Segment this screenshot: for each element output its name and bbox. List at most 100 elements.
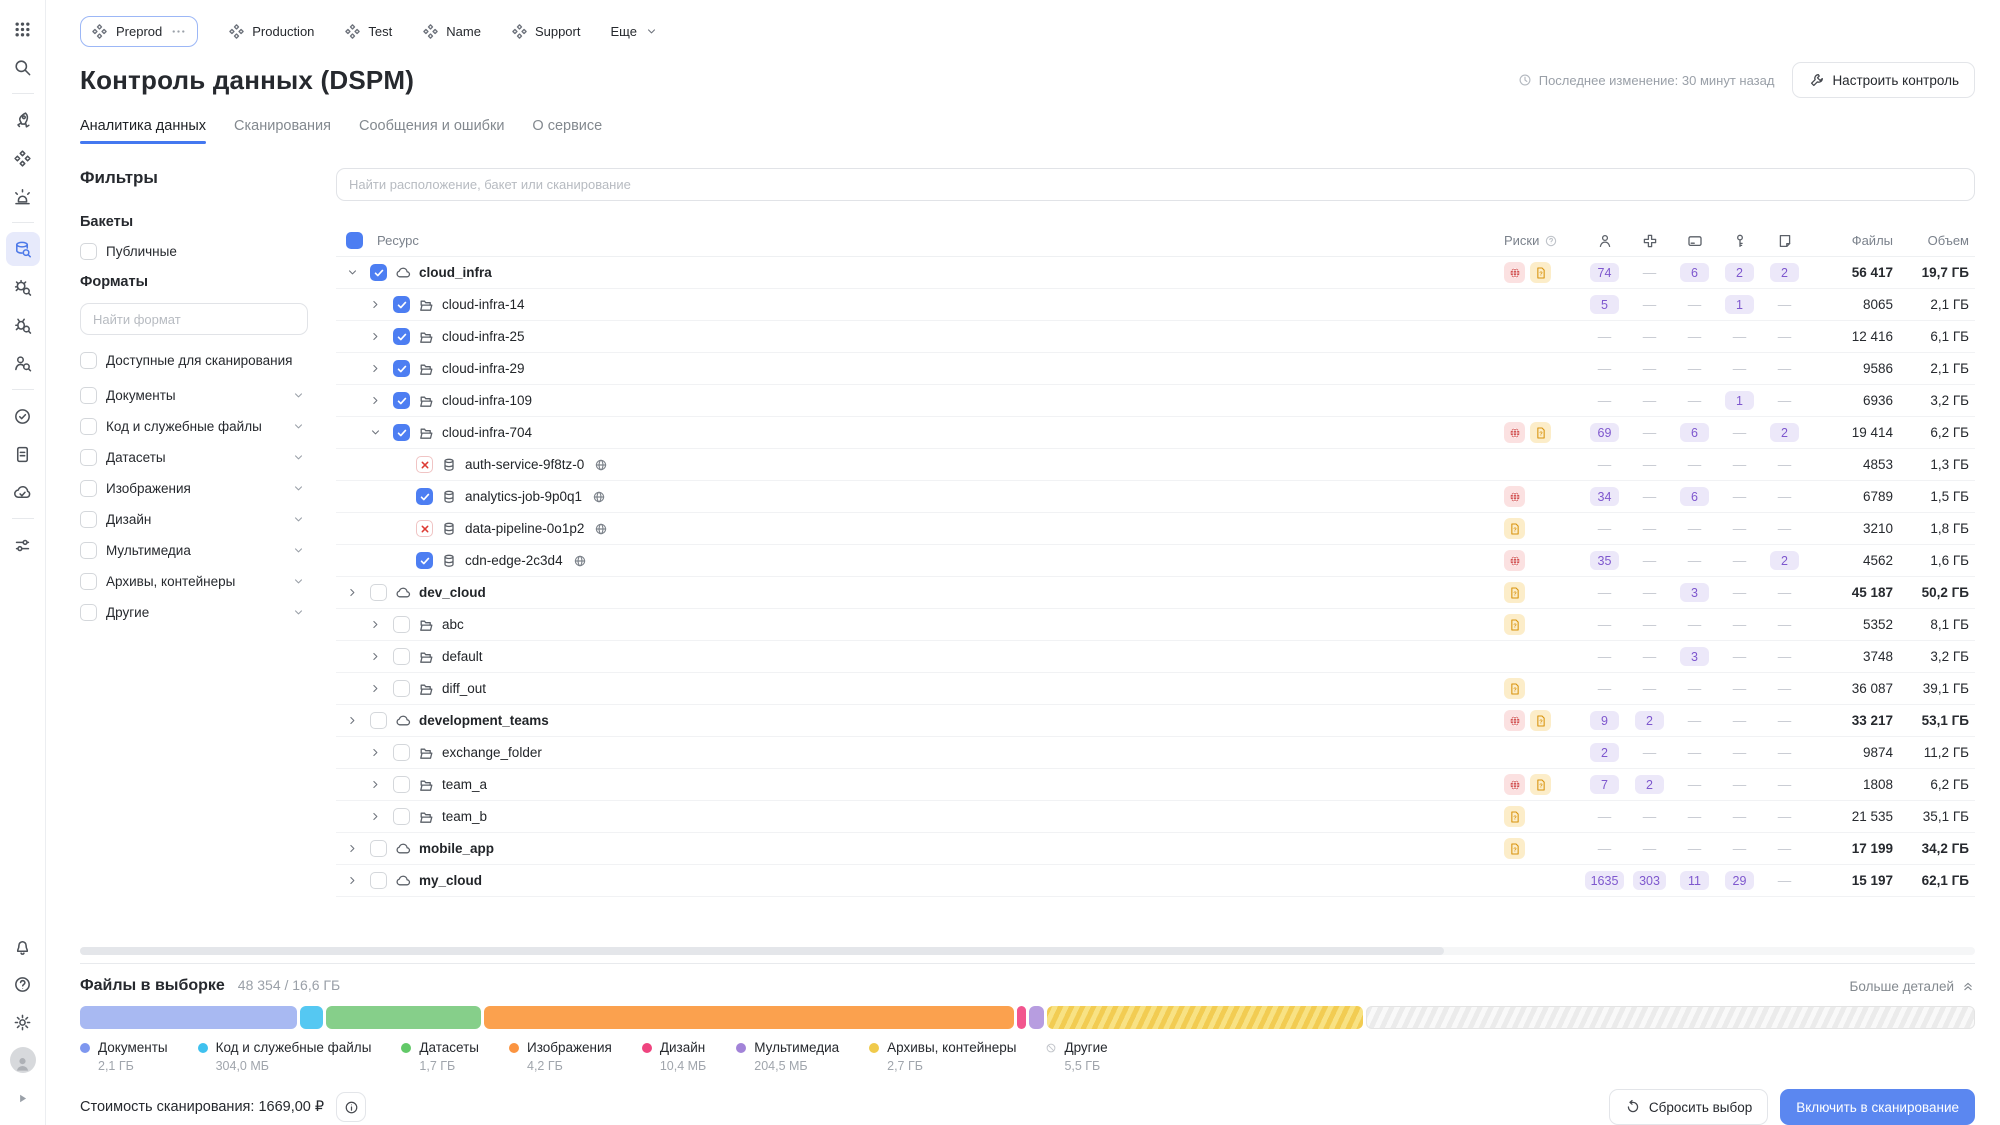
search-icon[interactable] <box>6 50 40 84</box>
row-checkbox[interactable] <box>393 296 410 313</box>
table-row-exchange_folder[interactable]: exchange_folder 2 — — — — 9874 11,2 ГБ <box>336 737 1975 769</box>
chevron-right-icon[interactable] <box>369 810 385 823</box>
filter-group-код-и-служебные-файлы[interactable]: Код и служебные файлы <box>80 418 308 435</box>
row-checkbox[interactable] <box>393 776 410 793</box>
cost-info-button[interactable] <box>336 1092 367 1122</box>
row-checkbox[interactable] <box>393 680 410 697</box>
cloud-check-icon[interactable] <box>6 475 40 509</box>
chevron-down-icon[interactable] <box>292 606 308 619</box>
chevron-right-icon[interactable] <box>346 714 362 727</box>
group-checkbox[interactable] <box>80 449 97 466</box>
chevron-right-icon[interactable] <box>369 682 385 695</box>
row-checkbox[interactable] <box>393 360 410 377</box>
table-row-mobile_app[interactable]: mobile_app? — — — — — 17 199 34,2 ГБ <box>336 833 1975 865</box>
row-checkbox[interactable] <box>416 520 433 537</box>
group-checkbox[interactable] <box>80 418 97 435</box>
chevron-right-icon[interactable] <box>369 746 385 759</box>
chevron-right-icon[interactable] <box>369 618 385 631</box>
chevron-right-icon[interactable] <box>369 778 385 791</box>
bell-icon[interactable] <box>6 929 40 963</box>
group-checkbox[interactable] <box>80 387 97 404</box>
row-checkbox[interactable] <box>416 488 433 505</box>
chevron-down-icon[interactable] <box>292 420 308 433</box>
table-row-cloud-infra-704[interactable]: cloud-infra-704? 69 — 6 — 2 19 414 6,2 ГБ <box>336 417 1975 449</box>
tab-о-сервисе[interactable]: О сервисе <box>532 118 603 134</box>
horizontal-scrollbar[interactable] <box>80 947 1975 955</box>
chevron-down-icon[interactable] <box>292 575 308 588</box>
format-search-input[interactable] <box>80 303 308 335</box>
gear-icon[interactable] <box>6 1005 40 1039</box>
env-tab-support[interactable]: Support <box>511 23 580 40</box>
row-checkbox[interactable] <box>370 872 387 889</box>
chevron-down-icon[interactable] <box>369 426 385 439</box>
public-buckets-checkbox[interactable] <box>80 243 97 260</box>
chevron-right-icon[interactable] <box>369 650 385 663</box>
table-row-auth-service-9f8tz-0[interactable]: auth-service-9f8tz-0 — — — — — 4853 1,3 ГБ <box>336 449 1975 481</box>
tab-аналитика-данных[interactable]: Аналитика данных <box>80 118 207 144</box>
row-checkbox[interactable] <box>416 456 433 473</box>
table-row-diff_out[interactable]: diff_out? — — — — — 36 087 39,1 ГБ <box>336 673 1975 705</box>
table-row-abc[interactable]: abc? — — — — — 5352 8,1 ГБ <box>336 609 1975 641</box>
table-row-cloud-infra-25[interactable]: cloud-infra-25 — — — — — 12 416 6,1 ГБ <box>336 321 1975 353</box>
cluster-icon[interactable] <box>6 141 40 175</box>
filter-available-for-scan[interactable]: Доступные для сканирования <box>80 352 308 369</box>
chevron-right-icon[interactable] <box>369 330 385 343</box>
risks-help-icon[interactable] <box>1544 234 1558 248</box>
resource-search-input[interactable] <box>336 168 1975 201</box>
env-tab-production[interactable]: Production <box>228 23 314 40</box>
row-checkbox[interactable] <box>370 584 387 601</box>
table-row-analytics-job-9p0q1[interactable]: analytics-job-9p0q1 34 — 6 — — 6789 1,5 ГБ <box>336 481 1975 513</box>
person-search-icon[interactable] <box>6 346 40 380</box>
group-checkbox[interactable] <box>80 573 97 590</box>
document-icon[interactable] <box>6 437 40 471</box>
chevron-down-icon[interactable] <box>292 451 308 464</box>
help-icon[interactable] <box>6 967 40 1001</box>
select-all-checkbox[interactable] <box>346 232 363 249</box>
filter-group-другие[interactable]: Другие <box>80 604 308 621</box>
filter-group-датасеты[interactable]: Датасеты <box>80 449 308 466</box>
rocket-icon[interactable] <box>6 103 40 137</box>
filter-group-изображения[interactable]: Изображения <box>80 480 308 497</box>
bug-search-icon[interactable] <box>6 270 40 304</box>
row-checkbox[interactable] <box>416 552 433 569</box>
group-checkbox[interactable] <box>80 511 97 528</box>
tab-сканирования[interactable]: Сканирования <box>234 118 332 134</box>
table-row-development_teams[interactable]: development_teams? 9 2 — — — 33 217 53,1 ГБ <box>336 705 1975 737</box>
env-tab-name[interactable]: Name <box>422 23 481 40</box>
group-checkbox[interactable] <box>80 542 97 559</box>
chevron-right-icon[interactable] <box>346 586 362 599</box>
env-tab-menu-icon[interactable] <box>170 23 187 40</box>
row-checkbox[interactable] <box>393 808 410 825</box>
reset-selection-button[interactable]: Сбросить выбор <box>1608 1089 1769 1125</box>
row-checkbox[interactable] <box>370 264 387 281</box>
table-row-data-pipeline-0o1p2[interactable]: data-pipeline-0o1p2? — — — — — 3210 1,8 ГБ <box>336 513 1975 545</box>
row-checkbox[interactable] <box>393 616 410 633</box>
filter-group-мультимедиа[interactable]: Мультимедиа <box>80 542 308 559</box>
configure-control-button[interactable]: Настроить контроль <box>1792 62 1975 98</box>
include-in-scan-button[interactable]: Включить в сканирование <box>1780 1089 1975 1125</box>
chevron-down-icon[interactable] <box>292 389 308 402</box>
chevron-down-icon[interactable] <box>292 544 308 557</box>
chevron-down-icon[interactable] <box>346 266 362 279</box>
sliders-icon[interactable] <box>6 528 40 562</box>
chevron-right-icon[interactable] <box>369 362 385 375</box>
table-row-cloud-infra-29[interactable]: cloud-infra-29 — — — — — 9586 2,1 ГБ <box>336 353 1975 385</box>
chevron-right-icon[interactable] <box>369 394 385 407</box>
row-checkbox[interactable] <box>393 648 410 665</box>
table-row-team_a[interactable]: team_a? 7 2 — — — 1808 6,2 ГБ <box>336 769 1975 801</box>
table-row-cloud_infra[interactable]: cloud_infra? 74—6 2 2 56 417 19,7 ГБ <box>336 257 1975 289</box>
table-row-cloud-infra-14[interactable]: cloud-infra-14 5 — — 1 — 8065 2,1 ГБ <box>336 289 1975 321</box>
group-checkbox[interactable] <box>80 480 97 497</box>
table-row-dev_cloud[interactable]: dev_cloud? — — 3 — — 45 187 50,2 ГБ <box>336 577 1975 609</box>
filter-public-buckets[interactable]: Публичные <box>80 243 308 260</box>
row-checkbox[interactable] <box>393 392 410 409</box>
row-checkbox[interactable] <box>393 424 410 441</box>
badge-check-icon[interactable] <box>6 399 40 433</box>
apps-grid-icon[interactable] <box>6 12 40 46</box>
table-row-default[interactable]: default — — 3 — — 3748 3,2 ГБ <box>336 641 1975 673</box>
chevron-down-icon[interactable] <box>292 482 308 495</box>
tab-сообщения-и-ошибки[interactable]: Сообщения и ошибки <box>359 118 505 134</box>
scrollbar-thumb[interactable] <box>80 947 1445 955</box>
env-tab-test[interactable]: Test <box>344 23 392 40</box>
row-checkbox[interactable] <box>370 712 387 729</box>
